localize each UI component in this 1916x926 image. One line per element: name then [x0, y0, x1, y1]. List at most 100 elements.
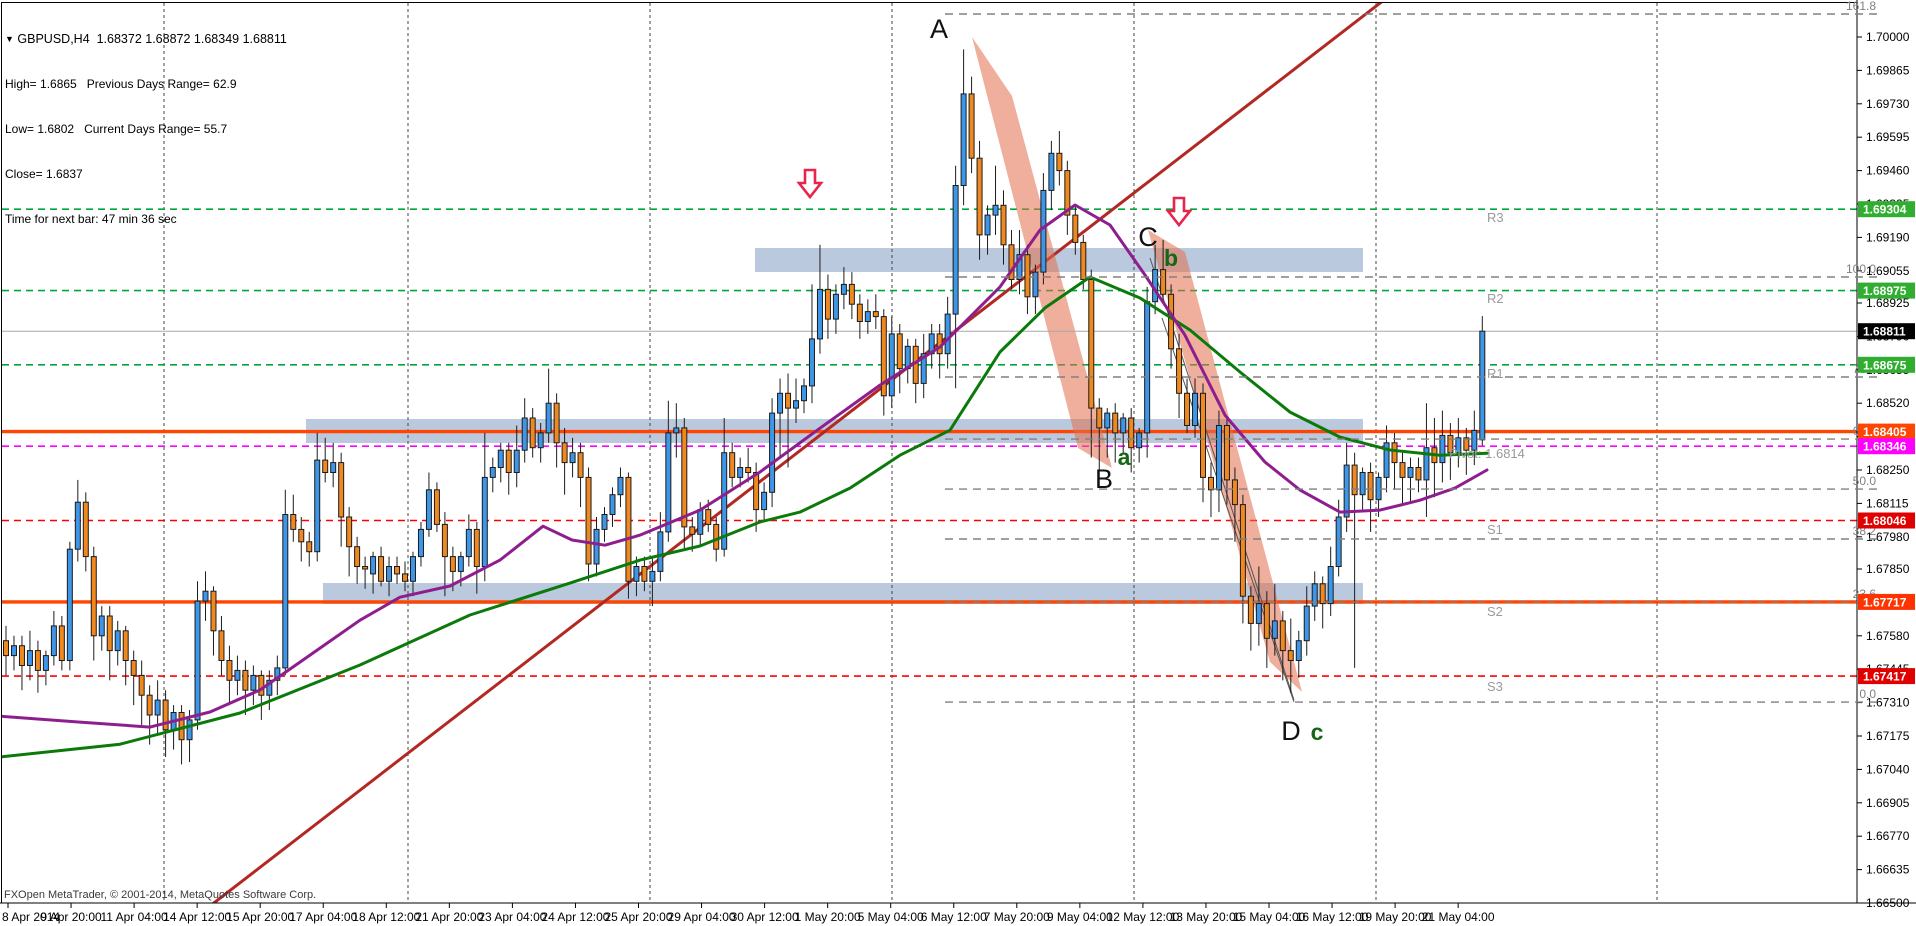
- price-axis-bg[interactable]: [1858, 0, 1916, 926]
- price-tag-value: 1.67717: [1863, 595, 1907, 609]
- candle: [1407, 457, 1414, 503]
- time-axis-label: 15 May 04:00: [1233, 910, 1306, 924]
- candle: [856, 294, 863, 339]
- moving-averages[interactable]: [0, 203, 1489, 759]
- candle-body-bear: [856, 303, 863, 323]
- candle: [114, 620, 121, 666]
- wave-letter-D[interactable]: D: [1281, 716, 1301, 746]
- fib-level-label: 0.0: [1859, 687, 1876, 701]
- candle-body-bull: [665, 432, 672, 533]
- candle-body-bear: [473, 528, 480, 568]
- candle: [34, 640, 41, 693]
- candle: [106, 606, 113, 681]
- wave-letter-C[interactable]: C: [1138, 222, 1158, 252]
- wave-letter-b[interactable]: b: [1164, 245, 1178, 271]
- candle: [808, 284, 815, 404]
- candle-body-bull: [1295, 640, 1302, 662]
- price-tag-value: 1.68405: [1863, 425, 1907, 439]
- candle-body-bull: [1439, 434, 1446, 464]
- ascending-trendline[interactable]: [184, 0, 1384, 926]
- wave-letter-A[interactable]: A: [930, 14, 948, 44]
- candle: [1104, 408, 1111, 458]
- candle: [601, 507, 608, 542]
- candle-body-bear: [729, 452, 736, 478]
- price-axis-label: 1.66905: [1866, 796, 1910, 810]
- candle-body-bull: [194, 600, 201, 721]
- candle: [529, 408, 536, 458]
- candle: [1263, 591, 1270, 668]
- candle-body-bull: [1455, 437, 1462, 454]
- sr-zone-band[interactable]: [323, 583, 1363, 604]
- time-axis-label: 25 Apr 20:00: [604, 910, 672, 924]
- candle: [1295, 630, 1302, 678]
- candle: [832, 284, 839, 334]
- candle: [1192, 378, 1199, 438]
- price-axis-label: 1.67040: [1866, 762, 1910, 776]
- candle: [234, 655, 241, 696]
- candle: [50, 611, 57, 666]
- candle-body-bear: [1367, 472, 1374, 501]
- candle: [1287, 618, 1294, 693]
- down-arrow-icon[interactable]: [796, 168, 824, 200]
- down-arrow-icon[interactable]: [1165, 196, 1193, 228]
- candle-body-bull: [569, 452, 576, 464]
- price-axis-label: 1.68250: [1866, 463, 1910, 477]
- candle: [417, 522, 424, 567]
- close-label: Close= 1.6837: [5, 167, 83, 181]
- candle-body-bear: [441, 523, 448, 558]
- candle: [10, 635, 17, 671]
- signal-arrows[interactable]: [796, 168, 1193, 228]
- candle: [737, 457, 744, 488]
- candle-body-bull: [1327, 566, 1334, 605]
- candle-body-bear: [1463, 437, 1470, 451]
- chart-info-panel: ▼ GBPUSD,H4 1.68372 1.68872 1.68349 1.68…: [5, 2, 287, 242]
- time-axis-label: 12 May 12:00: [1107, 910, 1180, 924]
- high-label: High= 1.6865: [5, 77, 77, 91]
- ma-slow-green[interactable]: [0, 275, 1489, 759]
- candle-body-bear: [1056, 152, 1063, 172]
- candle-body-bull: [1359, 472, 1366, 496]
- candle-body-bear: [138, 674, 145, 696]
- wave-letter-c[interactable]: c: [1311, 719, 1324, 745]
- candle: [1000, 190, 1007, 265]
- candle: [138, 660, 145, 725]
- candle: [1064, 160, 1071, 235]
- candle-body-bull: [1335, 516, 1342, 567]
- candle: [657, 512, 664, 582]
- candle-body-bear: [1351, 464, 1358, 496]
- candle: [936, 324, 943, 379]
- candle: [1351, 452, 1358, 668]
- candle-body-bull: [984, 214, 991, 236]
- candle: [1399, 452, 1406, 505]
- sr-orange-lines[interactable]: [2, 429, 1857, 604]
- candle: [1184, 378, 1191, 433]
- candle-body-bear: [1008, 244, 1015, 281]
- prev-days-range-label: Previous Days Range= 62.9: [86, 77, 237, 91]
- candle-body-bull: [114, 630, 121, 652]
- time-axis-label: 5 May 04:00: [858, 910, 924, 924]
- symbol-title: GBPUSD,H4 1.68372 1.68872 1.68349 1.6881…: [17, 32, 287, 46]
- candle: [569, 437, 576, 478]
- candle: [74, 479, 81, 562]
- price-tag: [1858, 593, 1915, 610]
- ma-fast-purple[interactable]: [0, 203, 1489, 729]
- wave-letter-a[interactable]: a: [1118, 444, 1131, 470]
- price-tag: [1858, 423, 1915, 440]
- price-axis-label: 1.69865: [1866, 63, 1910, 77]
- abcd-letters[interactable]: A B C Da b c: [930, 14, 1324, 746]
- candle-body-bear: [641, 566, 648, 582]
- fib-level-label: 100.0: [1846, 262, 1876, 276]
- candle: [1303, 586, 1310, 656]
- candle: [577, 442, 584, 508]
- candle-body-bear: [872, 311, 879, 318]
- symbol-collapse-icon[interactable]: ▼: [5, 34, 14, 44]
- price-axis-label: 1.68925: [1866, 296, 1910, 310]
- wave-letter-B[interactable]: B: [1095, 464, 1113, 494]
- trendline-layer[interactable]: [184, 0, 1384, 926]
- candle: [1367, 462, 1374, 532]
- candle-body-bull: [992, 204, 999, 216]
- candle: [226, 645, 233, 706]
